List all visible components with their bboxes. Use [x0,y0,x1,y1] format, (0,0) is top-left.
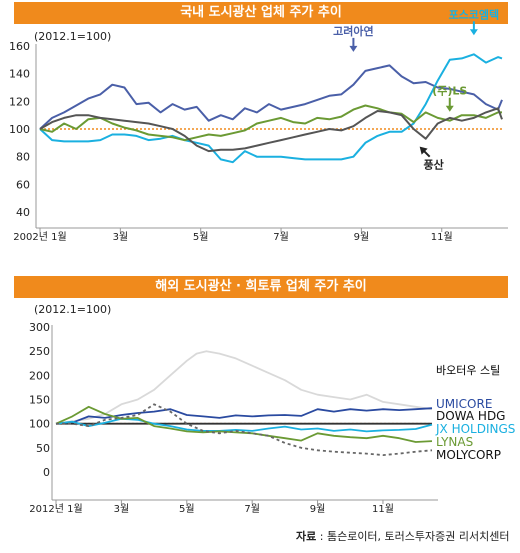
x-tick-label: 9월 [354,231,370,243]
legend-label: JX HOLDINGS [435,422,515,436]
y-tick-label: 100 [9,123,30,136]
chart-subtitle: (2012.1=100) [34,303,111,316]
annotation-label: 고려아연 [333,24,373,38]
annotation-arrow-head [445,105,454,112]
y-tick-label: 250 [29,345,50,358]
y-tick-label: 40 [16,206,30,219]
domestic-chart: (2012.1=100) 40 60 80 100 120 140 160 2002년 1월 3월… [9,7,508,243]
series-line-포스코엠텍 [39,53,503,164]
x-tick-label: 3월 [113,231,129,243]
series-line-MOLYCORP [56,403,433,457]
chart-subtitle: (2012.1=100) [34,30,111,43]
x-tick-label: 7월 [244,503,260,515]
series-line-고려아연 [39,64,503,130]
source-text: 톰슨로이터, 토러스투자증권 리서치센터 [326,530,510,543]
x-tick-label: 7월 [273,231,289,243]
x-tick-label: 2002년 1월 [13,231,66,243]
annotation-label: (주)LS [432,85,467,98]
y-tick-label: 140 [9,68,30,81]
y-tick-label: 300 [29,321,50,334]
y-tick-label: 160 [9,40,30,53]
legend-label: LYNAS [436,435,473,449]
y-tick-label: 200 [29,369,50,382]
annotation-label: 포스코엠텍 [449,7,500,21]
legend-label: DOWA HDG [436,409,505,423]
annotation-arrow-head [419,146,428,155]
series-line-풍산 [39,107,503,153]
y-tick-label: 60 [16,178,30,191]
x-tick-label: 5월 [179,503,195,515]
source-label: 자료 [296,530,317,543]
y-tick-label: 0 [43,466,50,479]
series-line-JX HOLDINGS [55,417,433,433]
series-line-바오터우 스틸 [55,350,433,425]
y-tick-label: 120 [9,95,30,108]
y-tick-label: 50 [36,442,50,455]
x-tick-label: 5월 [193,231,209,243]
source-separator: : [316,530,327,543]
x-tick-label: 9월 [310,503,326,515]
series-line-UMICORE [55,407,433,425]
source-note: 자료 : 톰슨로이터, 토러스투자증권 리서치센터 [296,528,509,544]
legend-label: MOLYCORP [436,448,501,462]
y-tick-label: 150 [29,394,50,407]
chart1-title-banner: 국내 도시광산 업체 주가 추이 [14,2,508,24]
legend-label: 바오터우 스틸 [436,364,500,377]
annotation-arrow-head [469,29,478,36]
chart2-title-banner: 해외 도시광산 · 희토류 업체 주가 추이 [14,276,508,298]
y-tick-label: 100 [29,418,50,431]
x-tick-label: 2012년 1월 [29,503,82,515]
x-tick-label: 11월 [372,503,394,515]
legend-label: UMICORE [436,397,492,411]
annotation-arrow-head [349,45,358,52]
series-line-(주)LS [39,104,502,142]
x-tick-label: 3월 [114,503,130,515]
y-tick-label: 80 [16,151,30,164]
x-tick-label: 11월 [431,231,453,243]
annotation-label: 풍산 [424,158,444,172]
